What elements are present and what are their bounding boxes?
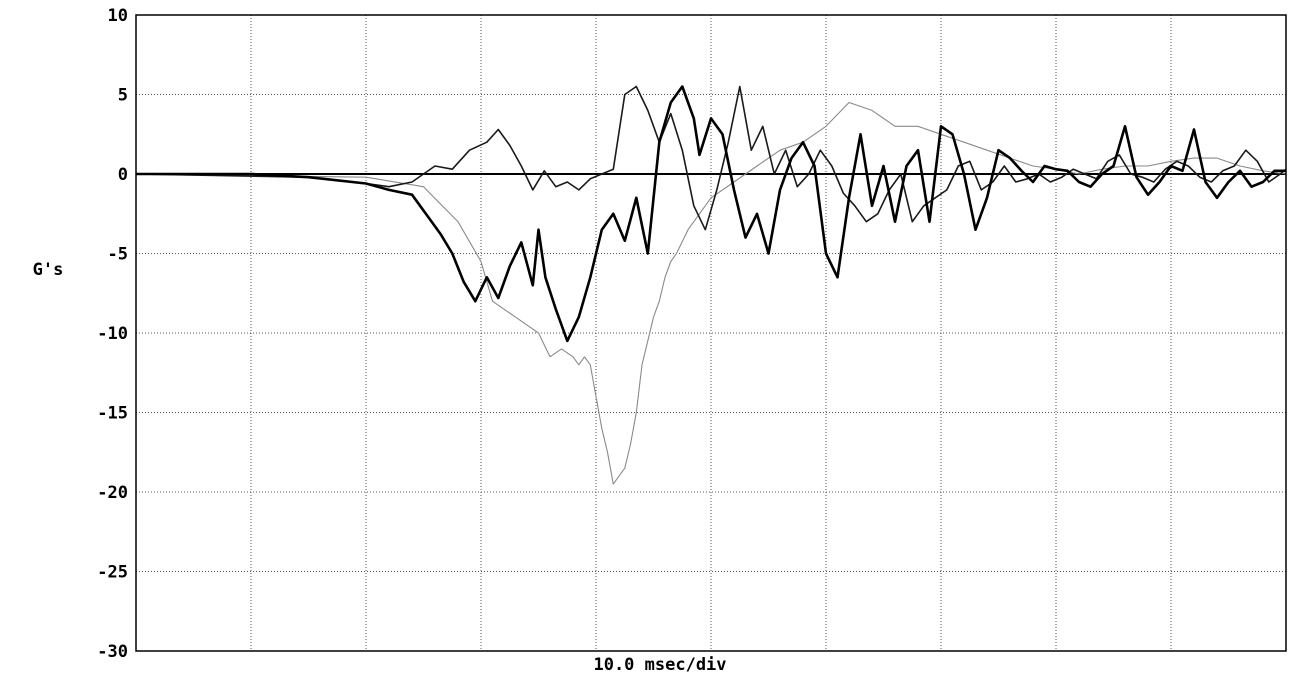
y-tick-label: -5 (108, 245, 128, 265)
y-tick-label: 10 (108, 6, 128, 26)
series-line-medium (135, 85, 1287, 231)
y-tick-label: 5 (118, 86, 128, 106)
y-tick-label: -30 (97, 642, 128, 662)
plot-frame (135, 14, 1287, 652)
y-tick-label: -10 (97, 324, 128, 344)
grid (136, 15, 1286, 651)
y-tick-label: -15 (97, 404, 128, 424)
y-tick-labels: 10 5 0 -5 -10 -15 -20 -25 -30 (97, 6, 128, 662)
y-tick-label: 0 (118, 165, 128, 185)
series-layer (135, 85, 1287, 485)
y-tick-label: -20 (97, 483, 128, 503)
y-axis-label: G's (33, 260, 64, 280)
x-axis-label: 10.0 msec/div (593, 655, 726, 675)
y-tick-label: -25 (97, 563, 128, 583)
series-line-heavy (136, 85, 1286, 343)
